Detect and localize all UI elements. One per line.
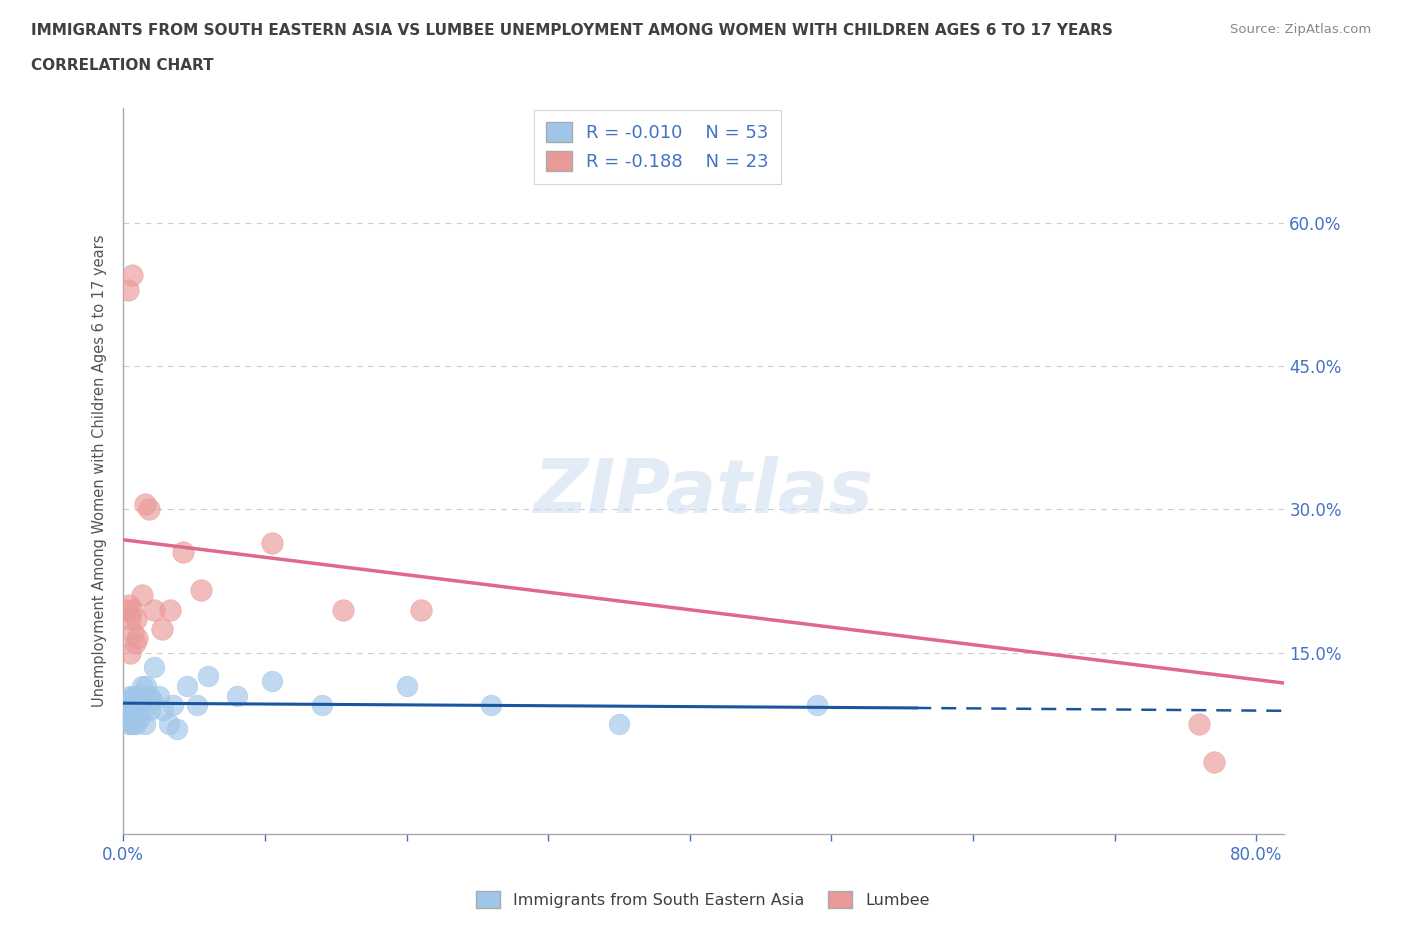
Point [152, 702, 174, 717]
Point [138, 688, 160, 703]
Point [131, 588, 153, 603]
Point [143, 602, 166, 617]
Point [607, 717, 630, 732]
Point [409, 602, 432, 617]
Point [150, 621, 173, 636]
Point [172, 545, 194, 560]
Point [122, 698, 145, 712]
Point [332, 602, 354, 617]
Point [159, 602, 181, 617]
Point [120, 712, 142, 727]
Point [197, 669, 219, 684]
Point [129, 693, 152, 708]
Point [122, 626, 145, 641]
Point [260, 673, 283, 688]
Point [131, 679, 153, 694]
Point [121, 717, 143, 732]
Point [157, 717, 180, 732]
Point [125, 698, 148, 712]
Text: CORRELATION CHART: CORRELATION CHART [31, 58, 214, 73]
Point [138, 502, 160, 517]
Point [115, 707, 138, 722]
Point [122, 688, 145, 703]
Point [117, 693, 139, 708]
Point [141, 693, 163, 708]
Point [139, 702, 162, 717]
Text: Source: ZipAtlas.com: Source: ZipAtlas.com [1230, 23, 1371, 36]
Point [127, 688, 149, 703]
Point [124, 635, 146, 650]
Point [186, 698, 208, 712]
Point [1202, 755, 1225, 770]
Point [124, 693, 146, 708]
Point [118, 698, 141, 712]
Point [118, 597, 141, 612]
Point [260, 536, 283, 551]
Point [117, 702, 139, 717]
Point [121, 698, 143, 712]
Text: ZIPatlas: ZIPatlas [534, 457, 875, 529]
Point [225, 688, 247, 703]
Point [124, 712, 146, 727]
Point [125, 717, 148, 732]
Point [143, 659, 166, 674]
Point [120, 612, 142, 627]
Point [128, 712, 150, 727]
Point [135, 679, 157, 694]
Point [118, 707, 141, 722]
Point [122, 707, 145, 722]
Point [120, 645, 142, 660]
Point [121, 707, 143, 722]
Point [166, 722, 188, 737]
Point [311, 698, 333, 712]
Point [481, 698, 503, 712]
Point [127, 631, 149, 645]
Point [120, 702, 142, 717]
Legend: R = -0.010    N = 53, R = -0.188    N = 23: R = -0.010 N = 53, R = -0.188 N = 23 [534, 110, 782, 184]
Point [148, 688, 170, 703]
Point [395, 679, 418, 694]
Legend: Immigrants from South Eastern Asia, Lumbee: Immigrants from South Eastern Asia, Lumb… [470, 884, 936, 914]
Text: IMMIGRANTS FROM SOUTH EASTERN ASIA VS LUMBEE UNEMPLOYMENT AMONG WOMEN WITH CHILD: IMMIGRANTS FROM SOUTH EASTERN ASIA VS LU… [31, 23, 1112, 38]
Point [176, 679, 198, 694]
Point [190, 583, 212, 598]
Point [1188, 717, 1211, 732]
Point [134, 497, 156, 512]
Point [114, 702, 136, 717]
Y-axis label: Unemployment Among Women with Children Ages 6 to 17 years: Unemployment Among Women with Children A… [93, 234, 107, 708]
Point [121, 602, 143, 617]
Point [132, 702, 155, 717]
Point [124, 702, 146, 717]
Point [121, 268, 143, 283]
Point [134, 717, 156, 732]
Point [122, 717, 145, 732]
Point [128, 698, 150, 712]
Point [120, 698, 142, 712]
Point [117, 282, 139, 297]
Point [118, 717, 141, 732]
Point [117, 712, 139, 727]
Point [120, 688, 142, 703]
Point [115, 602, 138, 617]
Point [115, 698, 138, 712]
Point [806, 698, 828, 712]
Point [127, 707, 149, 722]
Point [125, 612, 148, 627]
Point [162, 698, 184, 712]
